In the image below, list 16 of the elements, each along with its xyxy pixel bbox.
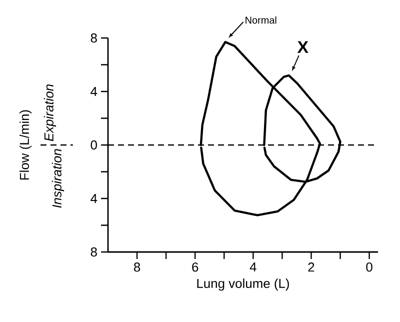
x-tick-label: 2 [308,262,314,272]
x-tick-label: 0 [366,262,372,272]
y-tick-label: 4 [90,87,98,96]
x-tick-label: 8 [134,262,140,272]
y-tick-label: 8 [90,247,97,257]
y-tick-label: 4 [90,194,98,203]
series-label: X [297,41,308,53]
x-tick-label: 4 [250,262,256,272]
y-axis-title: Flow (L/min) [20,110,32,180]
text: Normal [246,16,276,24]
y-tick-label: 0 [90,140,97,150]
x-tick-label: 6 [192,262,198,272]
y-tick-label: 8 [90,33,97,43]
x-axis-title: Lung volume (L) [197,278,289,291]
text: Expiration [44,84,56,142]
text: Inspiration [52,149,64,208]
